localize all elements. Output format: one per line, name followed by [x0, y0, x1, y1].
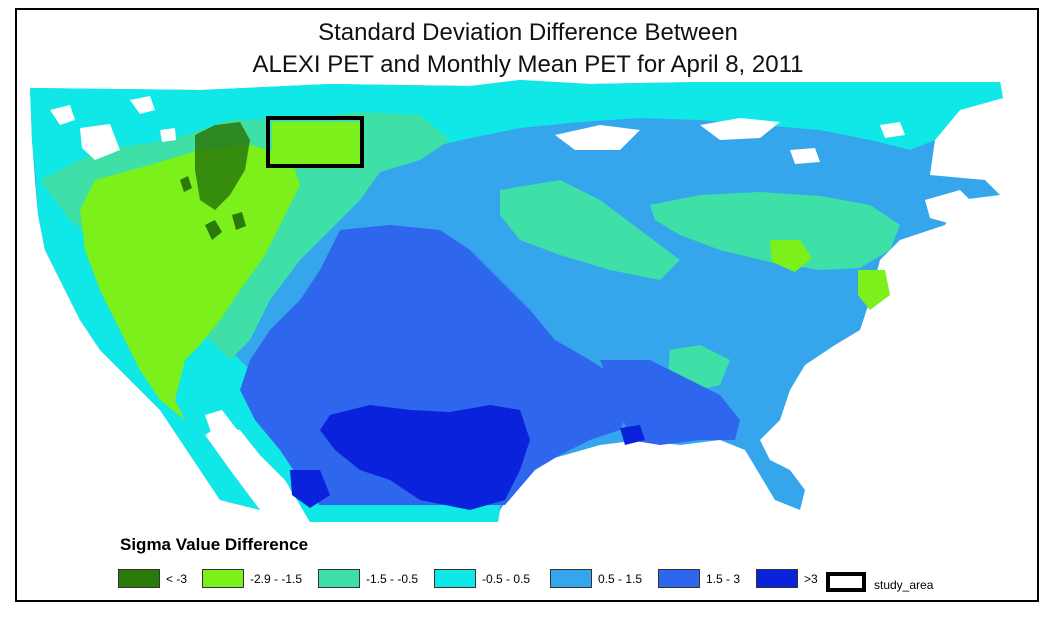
- legend-item-1-5-to-3: 1.5 - 3: [658, 568, 740, 589]
- region-cyan-south-strip: [300, 505, 500, 522]
- region-green-interior-west: [80, 145, 300, 420]
- legend-item-minus-2-9-to-minus-1-5: -2.9 - -1.5: [202, 568, 302, 589]
- legend-item-minus-0-5-to-0-5: -0.5 - 0.5: [434, 568, 530, 589]
- legend-study-area-swatch: [826, 572, 866, 592]
- region-teal-northeast: [650, 192, 900, 270]
- region-green-east-1: [770, 240, 812, 272]
- no-data-north: [50, 96, 975, 225]
- legend-label: < -3: [166, 571, 188, 586]
- legend-label: >3: [804, 571, 818, 586]
- legend-swatch: [202, 569, 244, 588]
- region-medium-blue-south-tx: [600, 360, 740, 445]
- legend-swatch: [756, 569, 798, 588]
- legend-item-0-5-to-1-5: 0.5 - 1.5: [550, 568, 642, 589]
- legend-swatch: [434, 569, 476, 588]
- map-title-line-1: Standard Deviation Difference Between: [318, 19, 738, 46]
- legend-item-greater-than-3: >3: [756, 568, 818, 589]
- region-green-study-area: [272, 122, 362, 164]
- region-green-east-2: [858, 270, 890, 310]
- legend-study-area-label: study_area: [874, 578, 934, 592]
- legend-label: -1.5 - -0.5: [366, 571, 419, 586]
- legend-swatch: [118, 569, 160, 588]
- map-title-line-2: ALEXI PET and Monthly Mean PET for April…: [252, 51, 804, 78]
- region-teal-central: [500, 180, 680, 280]
- region-dark-blue-mexico: [290, 470, 330, 508]
- legend-label: -2.9 - -1.5: [250, 571, 303, 586]
- region-dark-blue-gulf: [620, 425, 645, 445]
- legend-swatch: [658, 569, 700, 588]
- legend-swatch: [318, 569, 360, 588]
- legend-title: Sigma Value Difference: [120, 535, 309, 554]
- legend-swatch: [550, 569, 592, 588]
- region-cyan-north: [30, 80, 1003, 180]
- region-dark-green: [195, 122, 250, 210]
- legend-item-minus-1-5-to-minus-0-5: -1.5 - -0.5: [318, 568, 418, 589]
- region-dark-blue-core: [320, 405, 530, 510]
- legend-label: 1.5 - 3: [706, 571, 741, 586]
- legend-label: -0.5 - 0.5: [482, 571, 531, 586]
- no-data-gulf-of-california: [205, 410, 268, 490]
- legend-item-less-than-minus-3: < -3: [118, 568, 187, 589]
- region-dark-green-spots: [180, 176, 246, 240]
- legend-label: 0.5 - 1.5: [598, 571, 643, 586]
